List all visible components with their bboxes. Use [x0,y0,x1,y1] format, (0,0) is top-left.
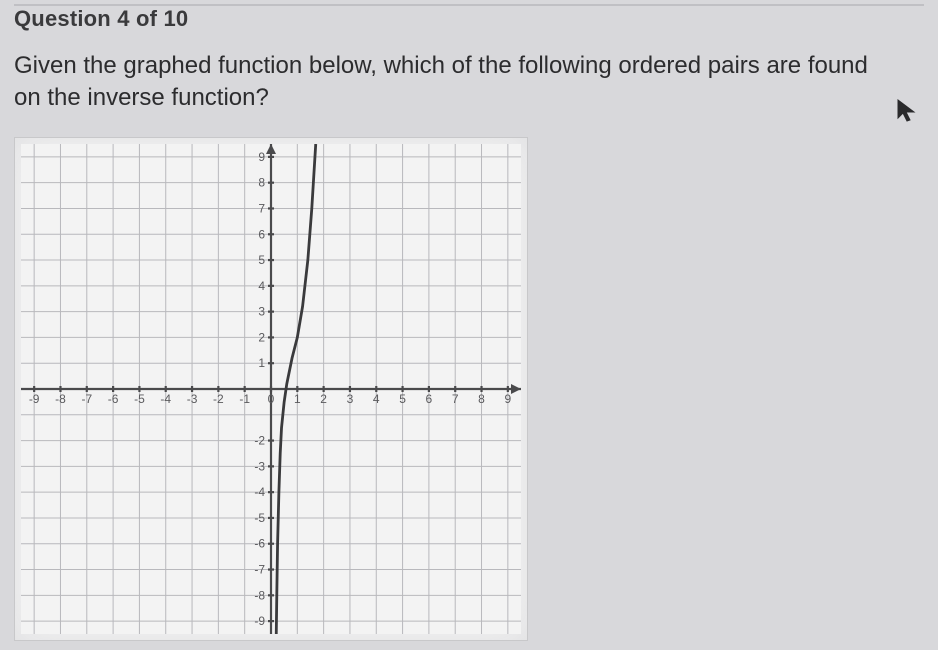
question-header: Question 4 of 10 [14,4,924,32]
svg-text:-8: -8 [254,588,265,602]
svg-text:9: 9 [258,150,265,164]
svg-text:2: 2 [320,392,327,406]
svg-text:-9: -9 [254,614,265,628]
svg-text:-7: -7 [81,392,92,406]
svg-text:3: 3 [347,392,354,406]
svg-text:6: 6 [426,392,433,406]
svg-text:-5: -5 [134,392,145,406]
svg-text:1: 1 [258,356,265,370]
function-graph: -9 -8 -7 -6 -5 -4 -3 -2 -1 0 1 2 3 4 5 6 7 8 9 1 2 3 4 5 6 7 8 9 -2 -… [21,144,521,634]
svg-text:7: 7 [258,201,265,215]
svg-text:8: 8 [258,175,265,189]
svg-text:-4: -4 [160,392,171,406]
svg-text:-6: -6 [254,537,265,551]
svg-text:-7: -7 [254,562,265,576]
svg-text:5: 5 [399,392,406,406]
question-text: Given the graphed function below, which … [14,50,894,115]
svg-text:7: 7 [452,392,459,406]
svg-text:1: 1 [294,392,301,406]
svg-text:-2: -2 [254,433,265,447]
svg-text:-5: -5 [254,511,265,525]
svg-text:4: 4 [373,392,380,406]
svg-text:-2: -2 [213,392,224,406]
svg-text:-3: -3 [187,392,198,406]
svg-text:-1: -1 [239,392,250,406]
function-graph-container: -9 -8 -7 -6 -5 -4 -3 -2 -1 0 1 2 3 4 5 6 7 8 9 1 2 3 4 5 6 7 8 9 -2 -… [14,137,528,641]
svg-text:-8: -8 [55,392,66,406]
svg-text:9: 9 [504,392,511,406]
svg-text:-3: -3 [254,459,265,473]
svg-text:3: 3 [258,304,265,318]
svg-text:0: 0 [268,392,275,406]
svg-text:-9: -9 [29,392,40,406]
svg-text:-6: -6 [108,392,119,406]
svg-text:4: 4 [258,279,265,293]
svg-text:-4: -4 [254,485,265,499]
svg-text:5: 5 [258,253,265,267]
svg-text:8: 8 [478,392,485,406]
svg-text:6: 6 [258,227,265,241]
svg-text:2: 2 [258,330,265,344]
